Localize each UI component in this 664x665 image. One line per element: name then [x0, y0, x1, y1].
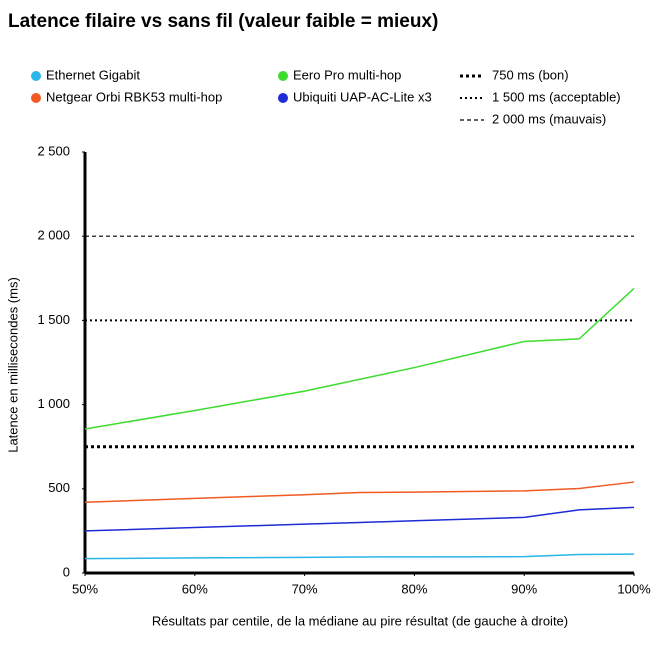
legend-label: Ubiquiti UAP-AC-Lite x3: [293, 89, 432, 104]
x-tick-label: 60%: [182, 581, 208, 596]
chart-title: Latence filaire vs sans fil (valeur faib…: [8, 11, 438, 32]
series-line: [84, 481, 635, 504]
series-line: [84, 553, 635, 560]
y-tick-label: 1 000: [37, 396, 70, 411]
legend-label: Netgear Orbi RBK53 multi-hop: [46, 89, 222, 104]
legend-label: 2 000 ms (mauvais): [492, 111, 606, 126]
y-tick-label: 1 500: [37, 312, 70, 327]
y-tick-label: 0: [63, 564, 70, 579]
legend-label: 1 500 ms (acceptable): [492, 89, 621, 104]
legend-label: Ethernet Gigabit: [46, 67, 140, 82]
y-axis-label: Latence en millisecondes (ms): [5, 277, 20, 453]
x-tick-label: 100%: [617, 581, 651, 596]
legend-marker: [278, 93, 288, 103]
x-tick-label: 90%: [511, 581, 537, 596]
x-tick-label: 50%: [72, 581, 98, 596]
legend-marker: [278, 71, 288, 81]
legend-label: 750 ms (bon): [492, 67, 569, 82]
x-tick-label: 80%: [401, 581, 427, 596]
series-line: [84, 287, 635, 430]
y-tick-label: 2 000: [37, 228, 70, 243]
x-axis-label: Résultats par centile, de la médiane au …: [152, 613, 568, 628]
x-tick-label: 70%: [292, 581, 318, 596]
series-line: [84, 506, 635, 532]
legend-label: Eero Pro multi-hop: [293, 67, 401, 82]
y-tick-label: 500: [48, 480, 70, 495]
y-tick-label: 2 500: [37, 143, 70, 158]
legend-marker: [31, 93, 41, 103]
legend-marker: [31, 71, 41, 81]
